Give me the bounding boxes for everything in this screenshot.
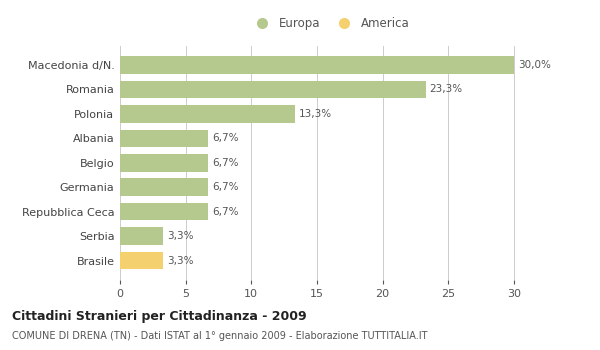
Bar — [120, 130, 208, 147]
Legend: Europa, America: Europa, America — [247, 14, 413, 34]
Text: 6,7%: 6,7% — [212, 182, 238, 192]
Text: 30,0%: 30,0% — [518, 60, 551, 70]
Bar — [120, 252, 163, 270]
Text: 3,3%: 3,3% — [167, 256, 194, 266]
Bar — [120, 227, 163, 245]
Bar — [120, 178, 208, 196]
Text: Cittadini Stranieri per Cittadinanza - 2009: Cittadini Stranieri per Cittadinanza - 2… — [12, 310, 307, 323]
Bar — [120, 80, 426, 98]
Text: 3,3%: 3,3% — [167, 231, 194, 241]
Text: COMUNE DI DRENA (TN) - Dati ISTAT al 1° gennaio 2009 - Elaborazione TUTTITALIA.I: COMUNE DI DRENA (TN) - Dati ISTAT al 1° … — [12, 331, 427, 341]
Text: 6,7%: 6,7% — [212, 206, 238, 217]
Text: 6,7%: 6,7% — [212, 158, 238, 168]
Bar — [120, 56, 514, 74]
Text: 13,3%: 13,3% — [299, 109, 332, 119]
Text: 6,7%: 6,7% — [212, 133, 238, 143]
Bar — [120, 105, 295, 122]
Bar — [120, 203, 208, 220]
Text: 23,3%: 23,3% — [430, 84, 463, 94]
Bar — [120, 154, 208, 172]
